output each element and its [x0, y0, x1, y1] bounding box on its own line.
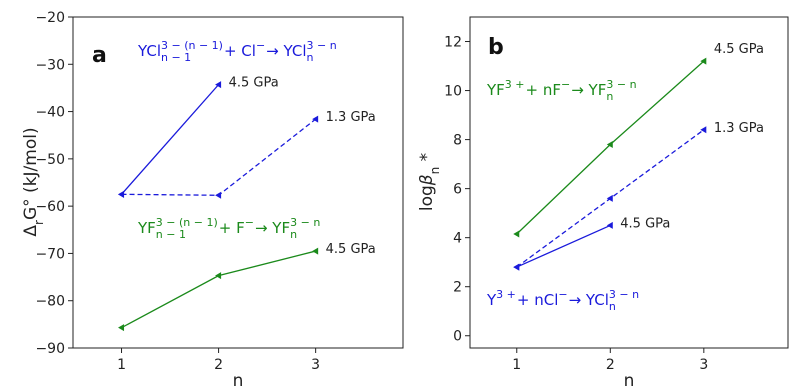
data-point [606, 221, 613, 229]
data-point [312, 247, 319, 255]
x-axis-label: n [624, 371, 635, 389]
y-tick-label: −80 [35, 294, 65, 310]
panel-a: −90 −80 −70 −60 −50 −40 −30 −20 1 2 3 4.5 GPa 1.3 … [21, 10, 404, 389]
equation-labels: YCl 3 − (n − 1)n − 1 + Cl − → YCl 3 − nnYF… [137, 39, 337, 241]
equation-superscript: − [561, 78, 570, 91]
y-tick-label: −90 [35, 341, 65, 357]
equation-superscript: 3 − (n − 1) [156, 216, 218, 229]
equation-text: + Cl [224, 42, 256, 60]
data-point [513, 230, 520, 238]
data-point [215, 191, 222, 199]
y-tick-label: 8 [453, 133, 462, 149]
equation-text: YF [137, 219, 156, 237]
plot-frame [72, 16, 404, 349]
equation-superscript: 3 − n [609, 288, 639, 301]
equation-superscript: − [245, 216, 254, 229]
series-line [121, 84, 220, 195]
y-tick-label: 6 [453, 182, 462, 198]
point-label: 1.3 GPa [326, 110, 376, 125]
panel-letter: a [92, 43, 107, 68]
equation-superscript: 3 − n [307, 39, 337, 52]
data-point [700, 126, 707, 134]
equation-text: → YCl [569, 291, 609, 309]
series-group [118, 81, 319, 332]
y-tick-label: −20 [35, 10, 65, 26]
x-tick-label: 3 [311, 357, 320, 373]
x-axis-label: n [233, 371, 244, 389]
y-tick-label: −70 [35, 246, 65, 262]
equation-text: YF [486, 81, 505, 99]
equation-superscript: 3 − n [290, 216, 320, 229]
plot-frame [469, 16, 789, 349]
y-tick-label: −50 [35, 152, 65, 168]
data-point [606, 194, 613, 202]
equation-superscript: 3 + [505, 78, 525, 91]
y-axis-label: ΔrG° (kJ/mol) [21, 127, 46, 236]
equation-superscript: 3 − (n − 1) [161, 39, 223, 52]
equation-subscript: n [609, 300, 616, 313]
y-tick-label: 4 [453, 231, 462, 247]
x-ticks: 1 2 3 [512, 348, 708, 373]
equation-text: → YF [571, 81, 606, 99]
equation-subscript: n [307, 51, 314, 64]
point-label: 1.3 GPa [714, 121, 764, 136]
equation-superscript: − [558, 288, 567, 301]
y-axis-label: logβn * [417, 153, 442, 211]
point-label: 4.5 GPa [326, 242, 376, 257]
series-line [121, 250, 316, 329]
y-ticks: −90 −80 −70 −60 −50 −40 −30 −20 [35, 10, 73, 357]
data-point [215, 81, 222, 89]
x-ticks: 1 2 3 [117, 348, 320, 373]
equation-subscript: n [290, 228, 297, 241]
y-tick-label: 12 [444, 35, 462, 51]
point-labels: 4.5 GPa 1.3 GPa 4.5 GPa [229, 76, 376, 257]
equation-text: → YCl [266, 42, 306, 60]
series-group [513, 57, 707, 271]
y-tick-label: −60 [35, 199, 65, 215]
equation-text: + nF [526, 81, 561, 99]
data-point [215, 272, 222, 280]
y-tick-label: 10 [444, 84, 462, 100]
equation-superscript: 3 − n [606, 78, 636, 91]
y-ticks: 0 2 4 6 8 10 12 [444, 35, 470, 345]
y-tick-label: −30 [35, 57, 65, 73]
data-point [118, 324, 125, 332]
y-tick-label: 2 [453, 280, 462, 296]
x-tick-label: 2 [606, 357, 615, 373]
point-label: 4.5 GPa [714, 42, 764, 57]
data-point [312, 115, 319, 123]
series-line [121, 118, 317, 196]
x-tick-label: 2 [214, 357, 223, 373]
y-tick-label: −40 [35, 105, 65, 121]
y-tick-label: 0 [453, 329, 462, 345]
x-tick-label: 3 [699, 357, 708, 373]
equation-text: Y [486, 291, 497, 309]
data-point [513, 263, 520, 271]
x-tick-label: 1 [117, 357, 126, 373]
equation-text: YCl [137, 42, 161, 60]
data-point [700, 57, 707, 65]
equation-subscript: n − 1 [161, 51, 191, 64]
equation-superscript: − [256, 39, 265, 52]
series-line [516, 224, 611, 268]
equation-text: + F [219, 219, 245, 237]
equation-subscript: n − 1 [156, 228, 186, 241]
equation-text: + nCl [517, 291, 558, 309]
panel-letter: b [488, 35, 504, 60]
equation-labels: YF 3 + + nF − → YF 3 − nnY 3 + + nCl − → YC… [486, 78, 639, 313]
point-labels: 4.5 GPa 1.3 GPa 4.5 GPa [620, 42, 764, 231]
data-point [118, 190, 125, 198]
point-label: 4.5 GPa [229, 76, 279, 91]
equation-subscript: n [606, 90, 613, 103]
data-point [606, 140, 613, 148]
point-label: 4.5 GPa [620, 216, 670, 231]
equation-superscript: 3 + [496, 288, 516, 301]
equation-text: → YF [255, 219, 290, 237]
x-tick-label: 1 [512, 357, 521, 373]
